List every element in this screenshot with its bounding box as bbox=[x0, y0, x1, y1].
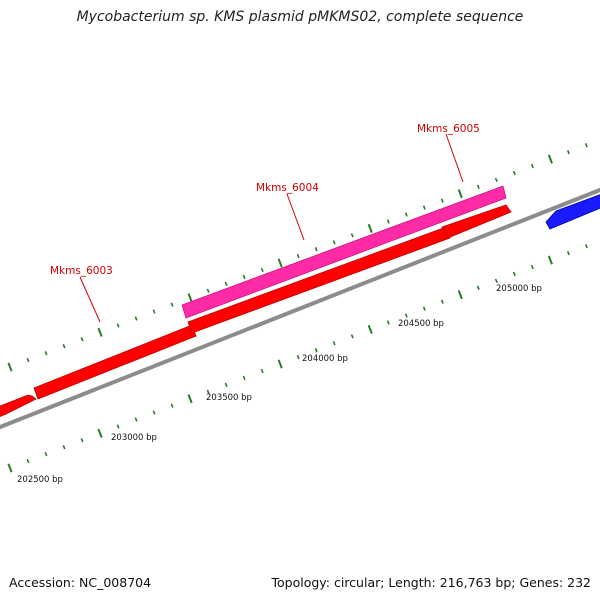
gene-label-mkms6003: Mkms_6003 bbox=[50, 265, 113, 277]
inner-ring-tick bbox=[367, 324, 373, 334]
outer-ring-tick bbox=[547, 154, 553, 164]
accession-text: Accession: NC_008704 bbox=[9, 575, 152, 590]
outer-ring-tick bbox=[584, 143, 588, 148]
outer-ring-tick bbox=[80, 337, 84, 342]
outer-ring-tick bbox=[26, 357, 30, 363]
outer-ring-tick bbox=[224, 281, 228, 287]
gene-arrow-mkms6003[interactable] bbox=[33, 324, 197, 400]
inner-ring-tick bbox=[80, 438, 84, 443]
outer-ring-tick bbox=[530, 163, 534, 169]
outer-ring-tick bbox=[404, 212, 408, 217]
inner-ring-tick bbox=[296, 354, 300, 360]
outer-ring-tick bbox=[476, 184, 480, 189]
outer-ring-tick bbox=[386, 219, 390, 224]
outer-ring-tick bbox=[440, 198, 444, 203]
inner-ring-tick bbox=[476, 285, 480, 290]
outer-ring-tick bbox=[152, 309, 156, 314]
inner-ring-tick bbox=[97, 428, 103, 438]
inner-ring-tick bbox=[422, 306, 426, 311]
inner-ring-tick bbox=[512, 271, 516, 277]
inner-ring-tick bbox=[7, 463, 13, 473]
map-title: Mycobacterium sp. KMS plasmid pMKMS02, c… bbox=[76, 9, 524, 25]
outer-ring-tick bbox=[134, 316, 138, 321]
outer-ring-tick bbox=[367, 223, 373, 233]
tick-label-205000: 205000 bp bbox=[496, 284, 542, 294]
leader-line-mkms6004 bbox=[286, 193, 305, 241]
outer-ring-tick bbox=[494, 177, 498, 183]
sequence-backbone bbox=[0, 187, 600, 430]
gene-arrow-blue-reverse[interactable] bbox=[545, 191, 600, 230]
outer-ring-tick bbox=[170, 302, 174, 307]
inner-ring-tick bbox=[260, 368, 264, 374]
outer-ring-tick bbox=[242, 274, 246, 280]
tick-label-204000: 204000 bp bbox=[302, 354, 348, 364]
inner-ring-tick bbox=[116, 424, 120, 429]
inner-ring-tick bbox=[277, 359, 283, 369]
inner-ring-tick bbox=[152, 410, 156, 415]
outer-tick-ring bbox=[7, 143, 588, 372]
outer-ring-tick bbox=[457, 189, 463, 199]
inner-ring-tick bbox=[457, 290, 463, 300]
outer-ring-tick bbox=[62, 344, 66, 349]
outer-ring-tick bbox=[97, 327, 103, 337]
gene-arrow-left-edge[interactable] bbox=[0, 394, 37, 421]
leader-line-mkms6005 bbox=[445, 133, 464, 183]
outer-ring-tick bbox=[566, 150, 570, 155]
inner-ring-tick bbox=[386, 320, 390, 325]
gene-arrow-red-middle[interactable] bbox=[187, 226, 451, 334]
inner-ring-tick bbox=[134, 417, 138, 422]
inner-ring-tick bbox=[26, 458, 30, 464]
outer-ring-tick bbox=[314, 247, 318, 252]
inner-ring-tick bbox=[494, 278, 498, 284]
gene-label-mkms6005: Mkms_6005 bbox=[417, 123, 480, 135]
outer-ring-tick bbox=[512, 170, 516, 176]
inner-ring-tick bbox=[332, 341, 336, 346]
outer-ring-tick bbox=[296, 253, 300, 259]
inner-ring-tick bbox=[350, 334, 354, 339]
outer-ring-tick bbox=[187, 293, 193, 303]
inner-tick-ring bbox=[7, 244, 588, 473]
tick-label-203500: 203500 bp bbox=[206, 393, 252, 403]
outer-ring-tick bbox=[206, 288, 210, 293]
gene-arrow-red-right[interactable] bbox=[441, 204, 512, 239]
tick-label-204500: 204500 bp bbox=[398, 319, 444, 329]
inner-ring-tick bbox=[314, 348, 318, 353]
inner-ring-tick bbox=[547, 255, 553, 265]
gene-label-mkms6004: Mkms_6004 bbox=[256, 182, 319, 194]
outer-ring-tick bbox=[44, 351, 48, 356]
inner-ring-tick bbox=[584, 244, 588, 249]
inner-ring-tick bbox=[224, 382, 228, 388]
inner-ring-tick bbox=[530, 264, 534, 270]
inner-ring-tick bbox=[242, 375, 246, 381]
tick-label-203000: 203000 bp bbox=[111, 433, 157, 443]
outer-ring-tick bbox=[332, 240, 336, 245]
inner-ring-tick bbox=[170, 403, 174, 408]
leader-line-mkms6003 bbox=[79, 276, 101, 323]
inner-ring-tick bbox=[187, 394, 193, 404]
topology-summary: Topology: circular; Length: 216,763 bp; … bbox=[271, 575, 592, 590]
inner-ring-tick bbox=[62, 445, 66, 450]
outer-ring-tick bbox=[422, 205, 426, 210]
outer-ring-tick bbox=[116, 323, 120, 328]
gene-arrow-mkms6004[interactable] bbox=[181, 185, 507, 319]
outer-ring-tick bbox=[7, 362, 13, 372]
inner-ring-tick bbox=[566, 251, 570, 256]
inner-ring-tick bbox=[440, 299, 444, 304]
outer-ring-tick bbox=[260, 267, 264, 273]
inner-ring-tick bbox=[44, 452, 48, 457]
outer-ring-tick bbox=[277, 258, 283, 268]
inner-ring-tick bbox=[404, 313, 408, 318]
tick-label-202500: 202500 bp bbox=[17, 475, 63, 485]
outer-ring-tick bbox=[350, 233, 354, 238]
inner-ring-tick bbox=[206, 389, 210, 394]
